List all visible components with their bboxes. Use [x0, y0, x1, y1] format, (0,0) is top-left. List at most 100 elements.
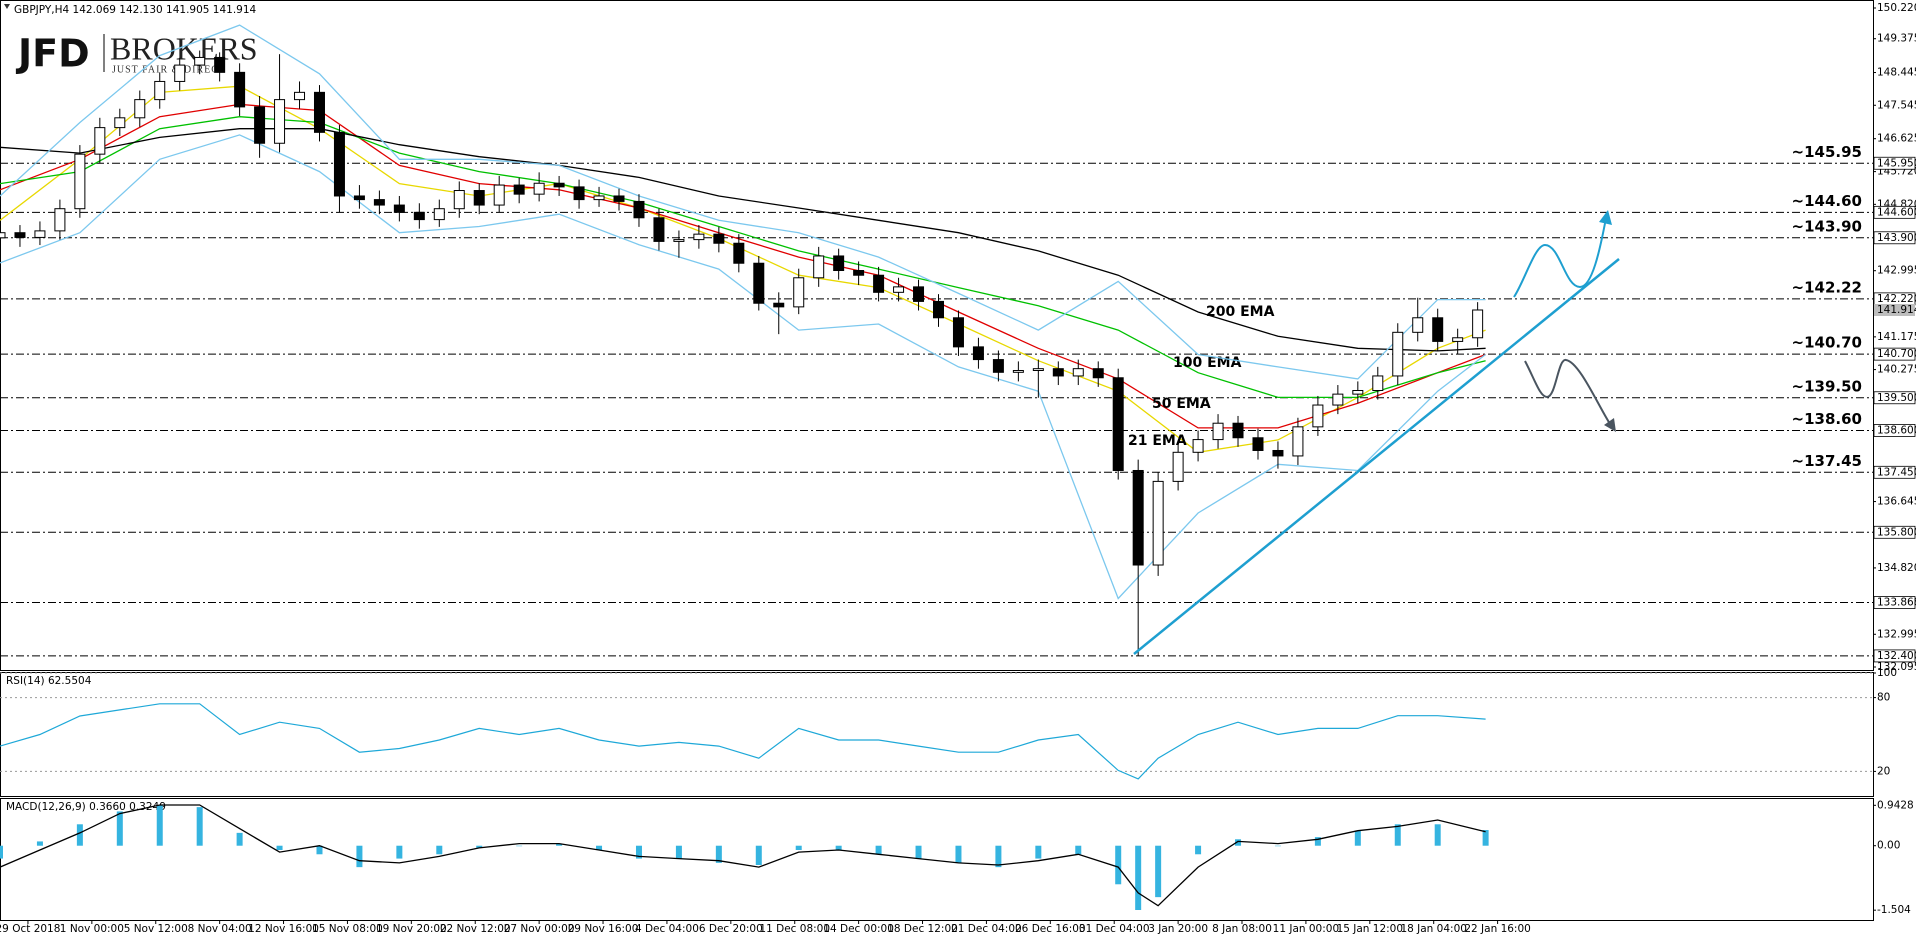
panel-title: RSI(14) 62.5504 — [6, 675, 92, 687]
bullish-scenario-arrow — [1513, 217, 1607, 298]
candle-body — [1392, 331, 1404, 377]
level-label-box — [1873, 596, 1916, 609]
candle-body — [952, 317, 964, 348]
candle-body — [1432, 317, 1444, 342]
candle-body — [154, 80, 166, 101]
candle-body — [294, 91, 306, 101]
candle-body — [214, 56, 226, 73]
macd-histogram-bar — [356, 845, 363, 868]
macd-signal-line — [0, 804, 1486, 907]
candle-body — [1172, 451, 1184, 482]
y-tick-label: 140.275 — [1877, 364, 1916, 376]
macd-histogram-bar — [316, 845, 323, 855]
macd-histogram-bar — [1195, 845, 1202, 855]
x-tick-label: 15 Nov 08:00 — [312, 923, 383, 935]
candle-body — [1032, 368, 1044, 371]
candle-body — [893, 286, 905, 293]
candle-body — [54, 208, 66, 232]
candle-body — [553, 182, 565, 188]
macd-histogram-bar — [915, 845, 922, 859]
indicator-label: 21 EMA — [1128, 433, 1187, 449]
indicator-line — [0, 116, 1486, 399]
x-tick-label: 1 Nov 00:00 — [60, 923, 124, 935]
candle-body — [992, 359, 1004, 373]
level-annotation: ~137.45 — [1792, 452, 1862, 470]
y-tick-label: 0.00 — [1877, 840, 1900, 852]
candle-body — [1212, 422, 1224, 441]
candle-body — [433, 208, 445, 221]
candle-body — [0, 232, 6, 239]
macd-histogram-bar — [675, 845, 682, 859]
macd-histogram-bar — [396, 845, 403, 859]
x-tick-label: 29 Nov 16:00 — [568, 923, 639, 935]
x-tick-label: 19 Nov 20:00 — [376, 923, 447, 935]
macd-histogram-bar — [995, 845, 1002, 868]
level-label-box — [1873, 465, 1916, 479]
candle-body — [972, 346, 984, 361]
macd-histogram-bar — [1235, 839, 1242, 846]
y-tick-label: -1.504 — [1877, 904, 1911, 916]
candle-body — [473, 190, 485, 206]
y-tick-label: 150.220 — [1877, 2, 1916, 14]
y-tick-label: 148.445 — [1877, 67, 1916, 79]
bearish-scenario-arrow — [1524, 359, 1613, 428]
candle-body — [533, 182, 545, 195]
level-label: 138.600 — [1877, 424, 1916, 436]
candle-body — [913, 286, 925, 302]
level-label-box — [1873, 205, 1916, 219]
candle-body — [932, 300, 944, 319]
level-label: 145.950 — [1877, 157, 1916, 169]
macd-histogram-bar — [36, 841, 43, 846]
candle-body — [313, 91, 325, 133]
macd-histogram-bar — [795, 845, 802, 850]
level-label: 140.700 — [1877, 348, 1916, 360]
candle-body — [1192, 439, 1204, 453]
candle-body — [1452, 337, 1464, 342]
x-tick-label: 8 Jan 08:00 — [1212, 923, 1272, 935]
x-tick-label: 12 Nov 16:00 — [248, 923, 319, 935]
candle-body — [753, 262, 765, 304]
macd-histogram-bar — [516, 845, 523, 847]
candle-body — [333, 131, 345, 197]
x-tick-label: 18 Dec 12:00 — [887, 923, 958, 935]
level-label-box — [1873, 156, 1916, 170]
level-label-box — [1873, 347, 1916, 361]
macd-histogram-bar — [755, 845, 762, 865]
logo-side: BROKERS — [110, 30, 258, 66]
indicator-label: 100 EMA — [1173, 355, 1242, 371]
macd-histogram-bar — [1035, 845, 1042, 859]
x-tick-label: 4 Dec 04:00 — [635, 923, 699, 935]
level-label-box — [1873, 525, 1916, 539]
y-tick-label: 134.820 — [1877, 562, 1916, 574]
x-tick-label: 11 Dec 08:00 — [759, 923, 830, 935]
candle-body — [1412, 317, 1424, 333]
level-annotation: ~143.90 — [1792, 217, 1862, 235]
y-tick-label: 100 — [1877, 667, 1897, 679]
macd-histogram-bar — [1394, 824, 1401, 846]
candle-body — [813, 255, 825, 279]
y-tick-label: 80 — [1877, 692, 1890, 704]
x-tick-label: 22 Nov 12:00 — [440, 923, 511, 935]
level-annotation: ~142.22 — [1792, 278, 1862, 296]
panel-title: MACD(12,26,9) 0.3660 0.3249 — [6, 801, 166, 813]
level-label: 142.220 — [1877, 293, 1916, 305]
indicator-label: 200 EMA — [1206, 304, 1275, 320]
candle-body — [174, 64, 186, 82]
candle-body — [1132, 469, 1144, 566]
x-tick-label: 29 Oct 2018 — [0, 923, 60, 935]
arrow-head — [1599, 210, 1612, 225]
candle-body — [593, 195, 605, 201]
x-tick-label: 8 Nov 04:00 — [188, 923, 252, 935]
indicator-line — [0, 103, 1486, 429]
macd-histogram-bar — [1314, 837, 1321, 846]
rsi-line — [0, 703, 1486, 780]
candle-body — [14, 232, 26, 238]
candle-body — [393, 204, 405, 213]
macd-histogram-bar — [1274, 845, 1281, 847]
candle-body — [1072, 368, 1084, 377]
macd-histogram-bar — [955, 845, 962, 863]
candle-body — [793, 277, 805, 308]
level-label: 133.868 — [1877, 597, 1916, 609]
